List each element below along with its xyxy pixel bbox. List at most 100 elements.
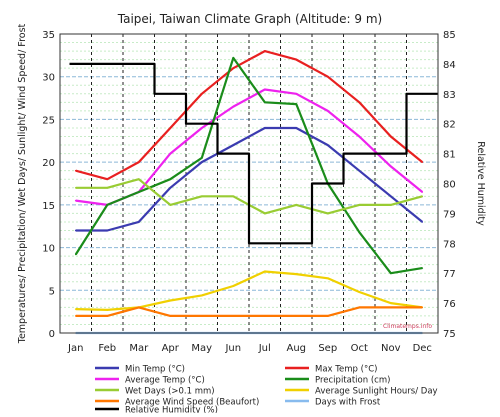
data-point bbox=[106, 63, 109, 65]
y-right-tick-label: 83 bbox=[443, 90, 456, 101]
legend-label: Average Wind Speed (Beaufort) bbox=[125, 398, 259, 408]
data-point bbox=[389, 165, 392, 168]
data-point bbox=[326, 110, 329, 112]
watermark: Climatemps.info bbox=[383, 323, 432, 330]
data-point bbox=[389, 195, 392, 198]
data-point bbox=[389, 306, 392, 309]
y-left-tick-label: 35 bbox=[42, 30, 55, 41]
legend-label: Max Temp (°C) bbox=[315, 365, 377, 375]
data-point bbox=[106, 178, 109, 181]
data-point bbox=[74, 308, 77, 310]
y-right-tick-label: 76 bbox=[443, 299, 456, 310]
data-point bbox=[169, 315, 172, 317]
data-point bbox=[358, 231, 361, 233]
data-point bbox=[200, 161, 203, 163]
data-point bbox=[200, 127, 203, 129]
data-point bbox=[421, 267, 424, 269]
data-point bbox=[137, 306, 140, 309]
series-line-1 bbox=[75, 50, 423, 181]
y-left-ticks: 0 5 10 15 20 25 30 35 bbox=[42, 30, 55, 340]
x-tick-label: Nov bbox=[381, 343, 401, 354]
legend-label: Min Temp (°C) bbox=[125, 365, 185, 375]
data-point bbox=[263, 212, 266, 215]
plot-frame bbox=[59, 33, 439, 334]
y-axis-label-right: Relative Humidity bbox=[475, 141, 486, 226]
y-right-tick-label: 85 bbox=[443, 30, 456, 41]
data-point bbox=[263, 127, 266, 129]
data-point bbox=[74, 315, 77, 317]
data-point bbox=[295, 58, 298, 61]
data-point bbox=[263, 242, 266, 245]
data-point bbox=[295, 242, 298, 245]
data-point bbox=[358, 306, 361, 309]
data-point bbox=[137, 191, 140, 193]
x-tick-label: Jan bbox=[67, 343, 83, 354]
data-point bbox=[389, 204, 392, 206]
chart-title: Taipei, Taiwan Climate Graph (Altitude: … bbox=[117, 12, 382, 26]
data-point bbox=[421, 221, 424, 223]
data-point bbox=[106, 315, 109, 317]
data-point bbox=[200, 122, 203, 125]
data-point bbox=[74, 63, 77, 65]
data-point bbox=[106, 186, 109, 189]
data-point bbox=[295, 204, 298, 206]
y-right-tick-label: 75 bbox=[443, 329, 456, 340]
data-point bbox=[74, 169, 77, 172]
y-left-tick-label: 15 bbox=[42, 201, 55, 212]
data-point bbox=[326, 182, 329, 185]
data-point bbox=[169, 127, 172, 129]
data-point bbox=[232, 57, 235, 59]
legend-label: Precipitation (cm) bbox=[315, 376, 390, 386]
x-tick-label: Jun bbox=[224, 343, 241, 354]
y-right-tick-label: 77 bbox=[443, 269, 456, 280]
y-right-tick-label: 82 bbox=[443, 120, 456, 131]
y-right-tick-label: 79 bbox=[443, 209, 456, 220]
data-point bbox=[358, 169, 361, 172]
data-point bbox=[421, 161, 424, 163]
data-point bbox=[421, 93, 424, 95]
y-left-tick-label: 0 bbox=[49, 329, 55, 340]
data-point bbox=[421, 191, 424, 193]
x-tick-label: Aug bbox=[286, 343, 306, 354]
y-left-tick-label: 10 bbox=[42, 244, 55, 255]
series-line-6 bbox=[75, 306, 423, 317]
data-point bbox=[326, 75, 329, 78]
data-point bbox=[295, 273, 298, 275]
data-point bbox=[389, 272, 392, 275]
data-point bbox=[358, 135, 361, 138]
legend: Min Temp (°C) Max Temp (°C) Average Temp (… bbox=[95, 365, 438, 416]
data-point bbox=[200, 157, 203, 159]
y-right-ticks: 75 76 77 78 79 80 81 82 83 84 85 bbox=[443, 30, 456, 340]
x-tick-label: Dec bbox=[413, 343, 432, 354]
data-point bbox=[169, 299, 172, 302]
data-point bbox=[232, 285, 235, 287]
data-point bbox=[358, 101, 361, 104]
data-point bbox=[137, 63, 140, 65]
data-point bbox=[295, 127, 298, 129]
data-point bbox=[232, 105, 235, 108]
legend-label: Average Sunlight Hours/ Day bbox=[315, 387, 438, 397]
data-point bbox=[169, 186, 172, 189]
data-point bbox=[295, 315, 298, 317]
x-tick-label: Oct bbox=[351, 343, 368, 354]
x-tick-label: May bbox=[191, 343, 212, 354]
y-left-tick-label: 5 bbox=[49, 286, 55, 297]
data-point bbox=[358, 291, 361, 293]
y-right-tick-label: 78 bbox=[443, 239, 456, 250]
data-point bbox=[169, 152, 172, 155]
data-point bbox=[200, 294, 203, 297]
data-point bbox=[263, 315, 266, 317]
legend-label: Wet Days (>0.1 mm) bbox=[125, 387, 215, 397]
x-tick-label: Jul bbox=[258, 343, 271, 354]
data-point bbox=[263, 101, 266, 104]
data-point bbox=[421, 195, 424, 198]
data-point bbox=[326, 277, 329, 280]
data-point bbox=[200, 315, 203, 317]
data-point bbox=[389, 152, 392, 155]
data-point bbox=[106, 204, 109, 206]
legend-label: Relative Humidity (%) bbox=[125, 406, 218, 414]
data-point bbox=[106, 309, 109, 311]
data-point bbox=[232, 144, 235, 146]
data-point bbox=[200, 195, 203, 198]
